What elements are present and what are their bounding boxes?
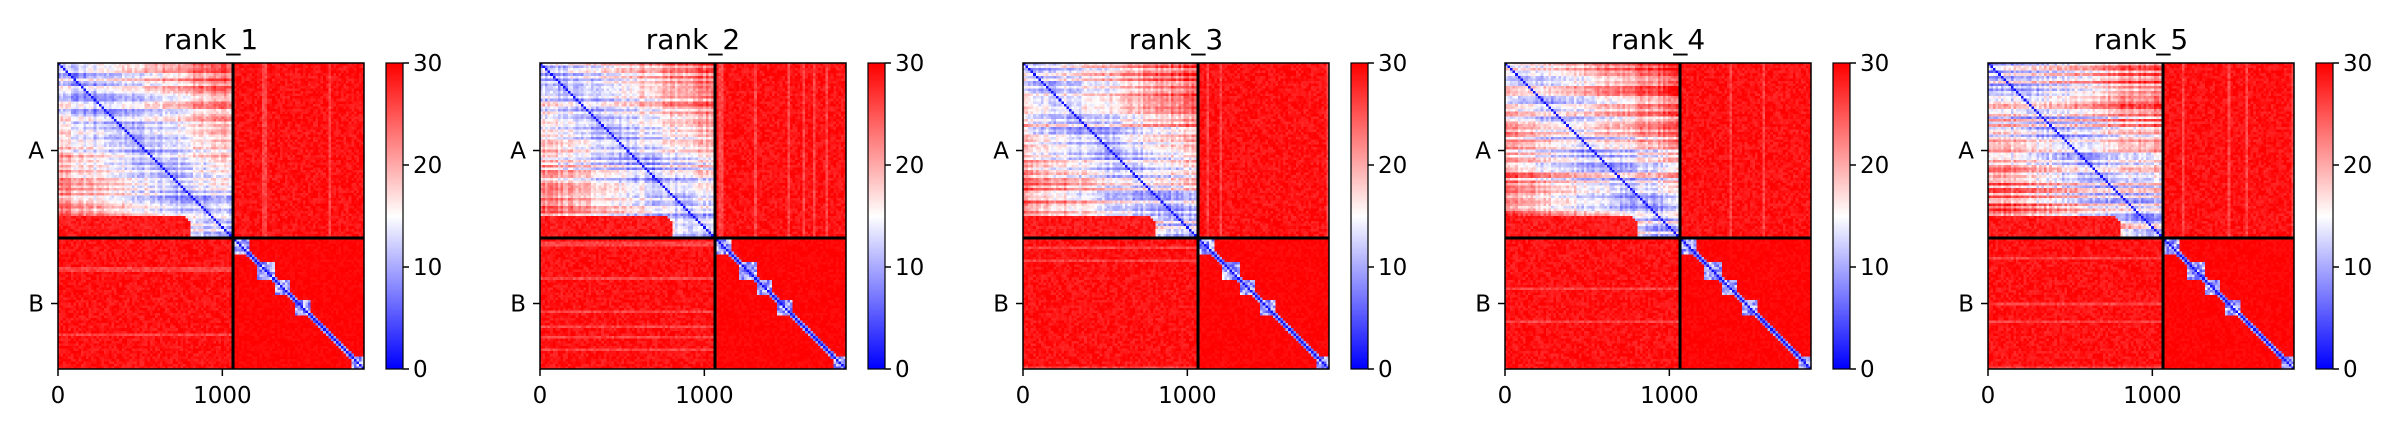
panel-rank_1: rank_1 0 1000 A B 0 10 20 30 (28, 23, 442, 409)
panel-title: rank_5 (2094, 23, 2188, 56)
x-tick-label: 1000 (675, 383, 734, 409)
x-tick-label: 1000 (2123, 383, 2182, 409)
colorbar-tick-label: 30 (1860, 51, 1889, 77)
panel-rank_3: rank_3 0 1000 A B 0 10 20 30 (993, 23, 1407, 409)
y-tick-label-A: A (510, 139, 526, 165)
panel-title: rank_4 (1611, 23, 1705, 56)
colorbar (1351, 63, 1368, 369)
colorbar-frame (2315, 62, 2334, 370)
x-tick-label: 0 (1016, 383, 1031, 409)
panel-rank_4: rank_4 0 1000 A B 0 10 20 30 (1475, 23, 1889, 409)
panel-rank_2: rank_2 0 1000 A B 0 10 20 30 (510, 23, 924, 409)
colorbar-tick-label: 20 (413, 153, 442, 179)
colorbar-frame (1832, 62, 1851, 370)
x-tick-label: 0 (1498, 383, 1513, 409)
panel-title: rank_1 (164, 23, 258, 56)
colorbar-tick-label: 10 (2343, 255, 2372, 281)
heatmap-frame (1987, 62, 2295, 370)
y-tick-label-A: A (993, 139, 1009, 165)
colorbar (386, 63, 403, 369)
heatmap-frame (1022, 62, 1330, 370)
y-tick-label-A: A (1475, 139, 1491, 165)
x-tick-label: 0 (51, 383, 66, 409)
x-tick-label: 0 (533, 383, 548, 409)
panel-rank_5: rank_5 0 1000 A B 0 10 20 30 (1958, 23, 2372, 409)
heatmap-cells (58, 63, 364, 369)
x-tick-label: 1000 (1158, 383, 1217, 409)
colorbar-frame (1350, 62, 1369, 370)
y-tick-label-B: B (28, 292, 44, 318)
heatmap-cells (1988, 63, 2294, 369)
colorbar (868, 63, 885, 369)
heatmap-frame (57, 62, 365, 370)
colorbar (1833, 63, 1850, 369)
colorbar-tick-label: 0 (413, 357, 428, 383)
y-tick-label-A: A (1958, 139, 1974, 165)
colorbar-tick-label: 10 (413, 255, 442, 281)
x-tick-label: 1000 (1640, 383, 1699, 409)
heatmap-frame (1504, 62, 1812, 370)
colorbar-tick-label: 30 (413, 51, 442, 77)
colorbar-frame (867, 62, 886, 370)
colorbar-tick-label: 30 (1378, 51, 1407, 77)
panel-title: rank_3 (1129, 23, 1223, 56)
y-tick-label-B: B (510, 292, 526, 318)
colorbar-tick-label: 20 (895, 153, 924, 179)
colorbar (2316, 63, 2333, 369)
colorbar-tick-label: 20 (1378, 153, 1407, 179)
colorbar-tick-label: 0 (1378, 357, 1393, 383)
colorbar-tick-label: 0 (895, 357, 910, 383)
heatmap-cells (1023, 63, 1329, 369)
panel-title: rank_2 (646, 23, 740, 56)
colorbar-tick-label: 30 (2343, 51, 2372, 77)
colorbar-frame (385, 62, 404, 370)
colorbar-tick-label: 30 (895, 51, 924, 77)
colorbar-tick-label: 10 (1860, 255, 1889, 281)
heatmap-frame (539, 62, 847, 370)
x-tick-label: 0 (1981, 383, 1996, 409)
x-tick-label: 1000 (193, 383, 252, 409)
y-tick-label-B: B (993, 292, 1009, 318)
colorbar-tick-label: 10 (1378, 255, 1407, 281)
heatmap-cells (1505, 63, 1811, 369)
heatmap-cells (540, 63, 846, 369)
colorbar-tick-label: 0 (2343, 357, 2358, 383)
colorbar-tick-label: 10 (895, 255, 924, 281)
colorbar-tick-label: 20 (1860, 153, 1889, 179)
colorbar-tick-label: 20 (2343, 153, 2372, 179)
y-tick-label-B: B (1958, 292, 1974, 318)
y-tick-label-B: B (1475, 292, 1491, 318)
y-tick-label-A: A (28, 139, 44, 165)
colorbar-tick-label: 0 (1860, 357, 1875, 383)
